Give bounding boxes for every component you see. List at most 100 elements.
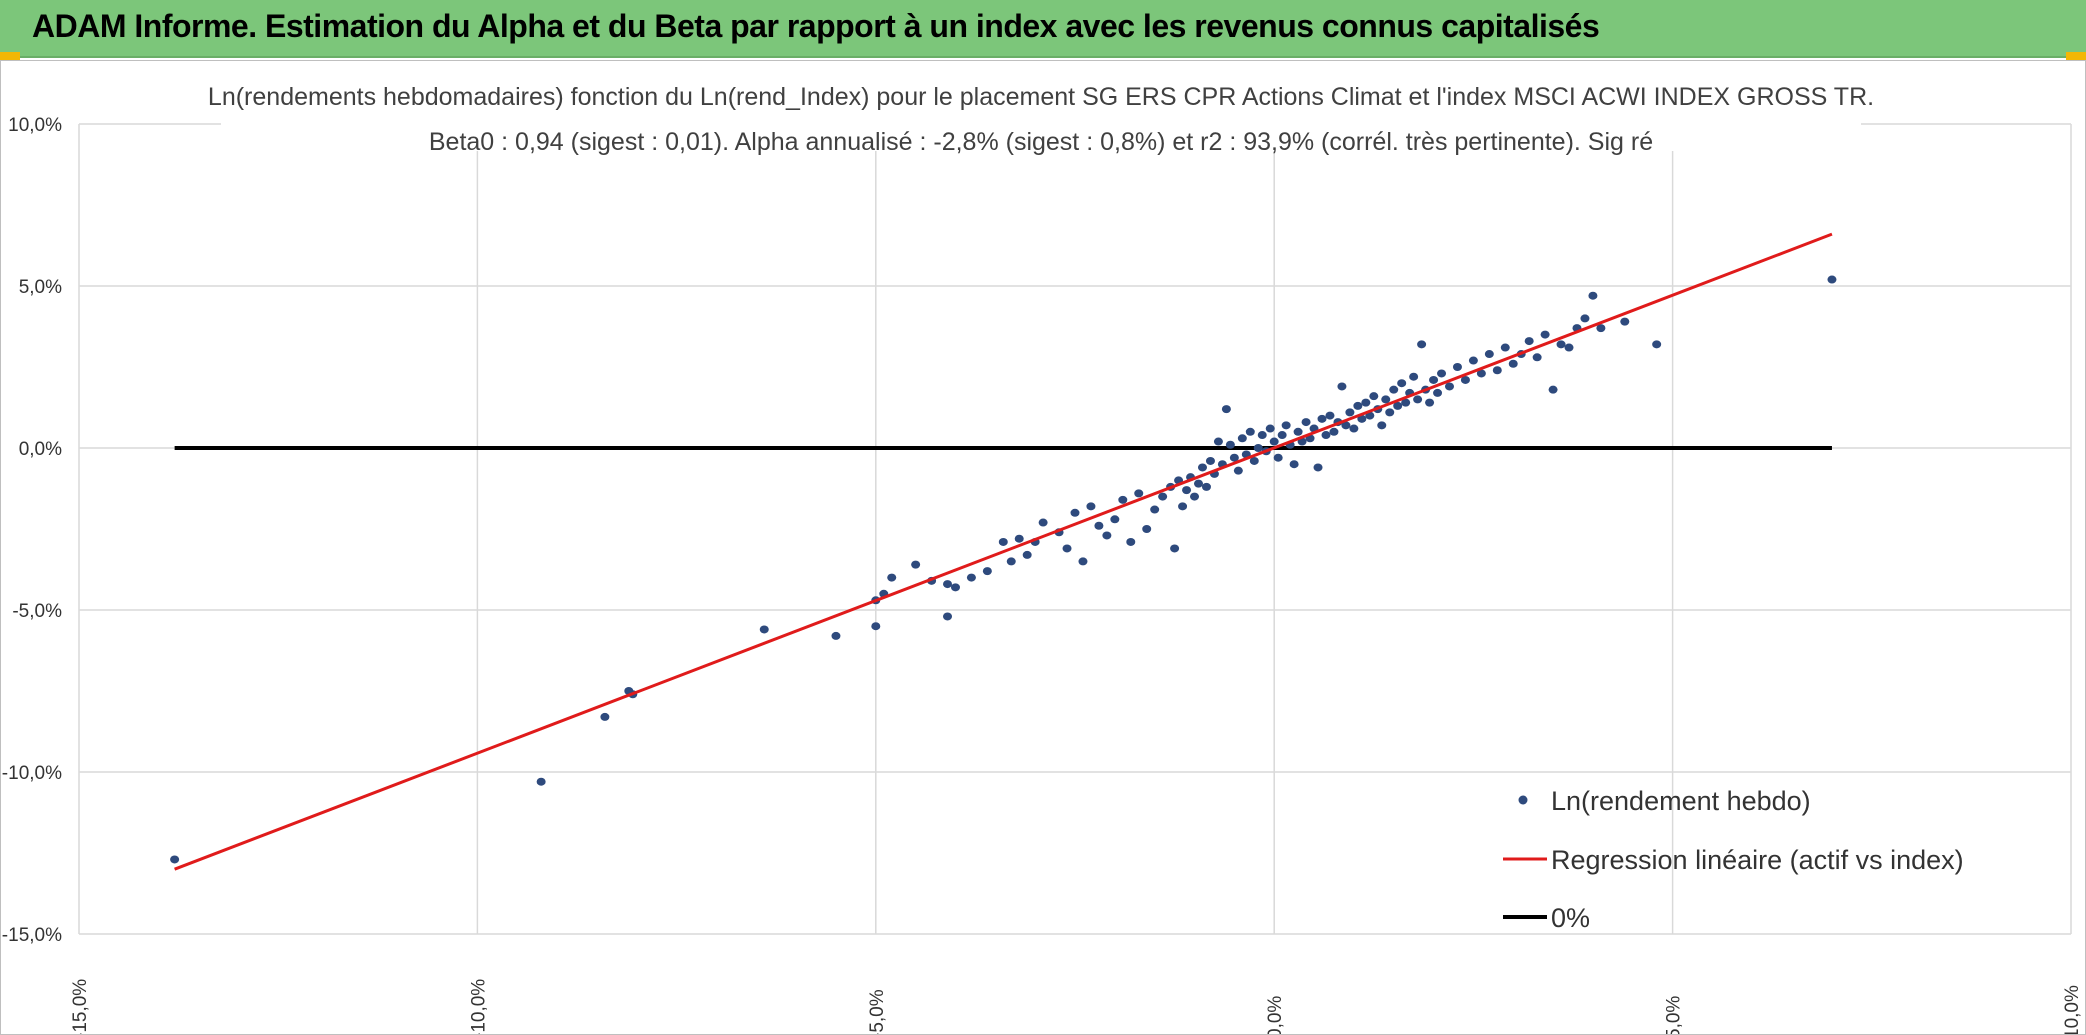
data-point — [998, 537, 1008, 546]
data-point — [1468, 356, 1478, 365]
data-point — [1652, 340, 1662, 349]
data-point — [1281, 421, 1291, 430]
data-point — [1492, 366, 1502, 375]
data-point — [1201, 482, 1211, 491]
data-point — [1126, 537, 1136, 546]
data-point — [536, 777, 546, 786]
data-point — [1429, 375, 1439, 384]
legend-label-scatter: Ln(rendement hebdo) — [1551, 786, 1811, 816]
data-point — [1038, 518, 1048, 527]
data-point — [1417, 340, 1427, 349]
data-point — [1413, 395, 1423, 404]
data-point — [1118, 495, 1128, 504]
data-point — [1006, 557, 1016, 566]
data-point — [1361, 398, 1371, 407]
data-point — [1385, 408, 1395, 417]
y-tick-label: -5,0% — [12, 601, 62, 622]
data-point — [1134, 489, 1144, 498]
data-point — [1377, 421, 1387, 430]
title-background — [221, 77, 1861, 151]
data-point — [1150, 505, 1160, 514]
data-point — [911, 560, 921, 569]
data-point — [1460, 375, 1470, 384]
data-point — [1564, 343, 1574, 352]
chart-titles: Ln(rendements hebdomadaires) fonction du… — [208, 77, 1874, 156]
data-point — [887, 573, 897, 582]
axis-tick-labels: -15,0% -10,0% -5,0% 0,0% 5,0% 10,0% 10,0% 5,0% 0… — [2, 115, 2083, 1034]
header-banner: ADAM Informe. Estimation du Alpha et du … — [0, 0, 2086, 58]
y-tick-label: -10,0% — [2, 763, 62, 784]
y-tick-label: 10,0% — [8, 115, 62, 136]
data-point — [943, 612, 953, 621]
data-point — [982, 567, 992, 576]
data-point — [1325, 411, 1335, 420]
regression-line-series — [174, 232, 1833, 871]
data-point — [1397, 379, 1407, 388]
x-tick-label: 0,0% — [1265, 996, 1286, 1034]
data-point — [1389, 385, 1399, 394]
data-point — [1289, 460, 1299, 469]
data-point — [1401, 398, 1411, 407]
data-point — [1293, 427, 1303, 436]
data-point — [1556, 340, 1566, 349]
data-point — [1337, 382, 1347, 391]
data-point — [1341, 421, 1351, 430]
chart-title: Ln(rendements hebdomadaires) fonction du… — [208, 83, 1874, 111]
data-point — [1484, 350, 1494, 359]
data-point — [1317, 414, 1327, 423]
data-point — [1369, 392, 1379, 401]
data-point — [1257, 431, 1267, 440]
data-point — [943, 580, 953, 589]
data-point — [966, 573, 976, 582]
data-point — [1182, 486, 1192, 495]
data-point — [1548, 385, 1558, 394]
data-point — [1086, 502, 1096, 511]
data-point — [1158, 492, 1168, 501]
data-point — [1393, 401, 1403, 410]
data-point — [170, 855, 180, 864]
data-point — [1221, 405, 1231, 414]
page-title: ADAM Informe. Estimation du Alpha et du … — [32, 8, 1600, 44]
data-point — [1062, 544, 1072, 553]
corner-marker-left — [0, 52, 20, 60]
data-point — [1827, 275, 1837, 284]
data-point — [1444, 382, 1454, 391]
data-point — [1253, 444, 1263, 452]
chart-subtitle: Beta0 : 0,94 (sigest : 0,01). Alpha annu… — [429, 128, 1653, 156]
data-point — [1508, 359, 1518, 368]
data-point — [1190, 492, 1200, 501]
data-point — [1225, 440, 1235, 449]
data-point — [1197, 463, 1207, 472]
x-tick-label: -15,0% — [70, 979, 91, 1034]
data-point — [1094, 521, 1104, 530]
data-point — [1078, 557, 1088, 566]
data-point — [759, 625, 769, 634]
x-tick-label: -5,0% — [867, 989, 888, 1034]
data-point — [831, 631, 841, 640]
data-point — [1110, 515, 1120, 524]
data-point — [1301, 418, 1311, 427]
data-point — [1345, 408, 1355, 417]
legend-label-zero: 0% — [1551, 903, 1590, 933]
data-point — [1437, 369, 1447, 378]
data-point — [1170, 544, 1180, 553]
legend: Ln(rendement hebdo) Regression linéaire … — [1503, 786, 1964, 933]
data-point — [1233, 466, 1243, 475]
x-tick-label: 5,0% — [1664, 996, 1685, 1034]
data-point — [1194, 479, 1204, 488]
data-point — [1102, 531, 1112, 540]
data-point — [1142, 525, 1152, 533]
data-point — [1349, 424, 1359, 433]
regression-line — [174, 232, 1833, 871]
data-point — [1249, 456, 1259, 465]
data-point — [1237, 434, 1247, 443]
data-point — [1425, 398, 1435, 407]
data-point — [600, 712, 610, 721]
x-tick-label: -10,0% — [468, 979, 489, 1034]
data-point — [1321, 431, 1331, 440]
data-point — [1070, 508, 1080, 517]
data-point — [1476, 369, 1486, 378]
data-point — [1540, 330, 1550, 339]
data-point — [1353, 401, 1363, 410]
scatter-chart: -15,0% -10,0% -5,0% 0,0% 5,0% 10,0% 10,0% 5,0% 0… — [2, 77, 2083, 1034]
